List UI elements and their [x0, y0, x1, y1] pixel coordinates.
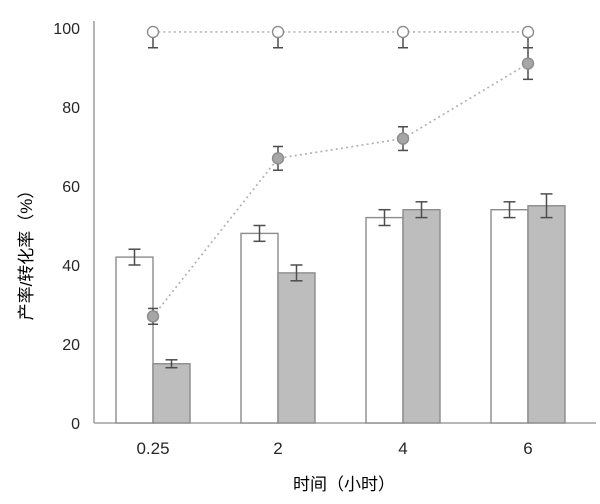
bar-gray-bar-series	[277, 272, 316, 424]
bar-gray-bar-series	[152, 363, 191, 424]
ticks-layer: 0 20 40 60 80 100 0.25 2 4 6	[53, 21, 532, 458]
y-tick-label: 60	[62, 179, 80, 196]
open-circle-marker	[271, 25, 285, 39]
x-tick-label: 6	[523, 439, 532, 458]
lines-layer	[146, 25, 535, 325]
y-tick-label: 40	[62, 258, 80, 275]
x-tick-label: 4	[398, 439, 407, 458]
x-axis-title: 时间（小时）	[293, 475, 395, 494]
filled-circle-marker	[146, 310, 160, 323]
x-tick-label: 0.25	[136, 439, 169, 458]
bar-gray-bar-series	[527, 205, 566, 424]
bar-white-bar-series	[365, 216, 404, 424]
y-tick-label: 0	[71, 416, 80, 433]
filled-circle-marker	[396, 132, 410, 145]
open-circle-marker	[396, 25, 410, 39]
open-circle-marker	[146, 25, 160, 39]
bar-white-bar-series	[490, 208, 529, 424]
y-tick-label: 100	[53, 21, 80, 38]
bar-white-bar-series	[115, 256, 154, 424]
filled-circle-marker	[271, 152, 285, 165]
y-tick-label: 20	[62, 337, 80, 354]
dotted-line-filled-circle-dotted-line-series	[152, 62, 529, 317]
bar-white-bar-series	[240, 232, 279, 424]
y-tick-label: 80	[62, 100, 80, 117]
y-axis-title: 产率/转化率（%）	[17, 182, 36, 321]
x-tick-label: 2	[273, 439, 282, 458]
filled-circle-marker	[521, 57, 535, 70]
bars-layer	[115, 193, 566, 424]
open-circle-marker	[521, 25, 535, 39]
bar-gray-bar-series	[402, 208, 441, 424]
